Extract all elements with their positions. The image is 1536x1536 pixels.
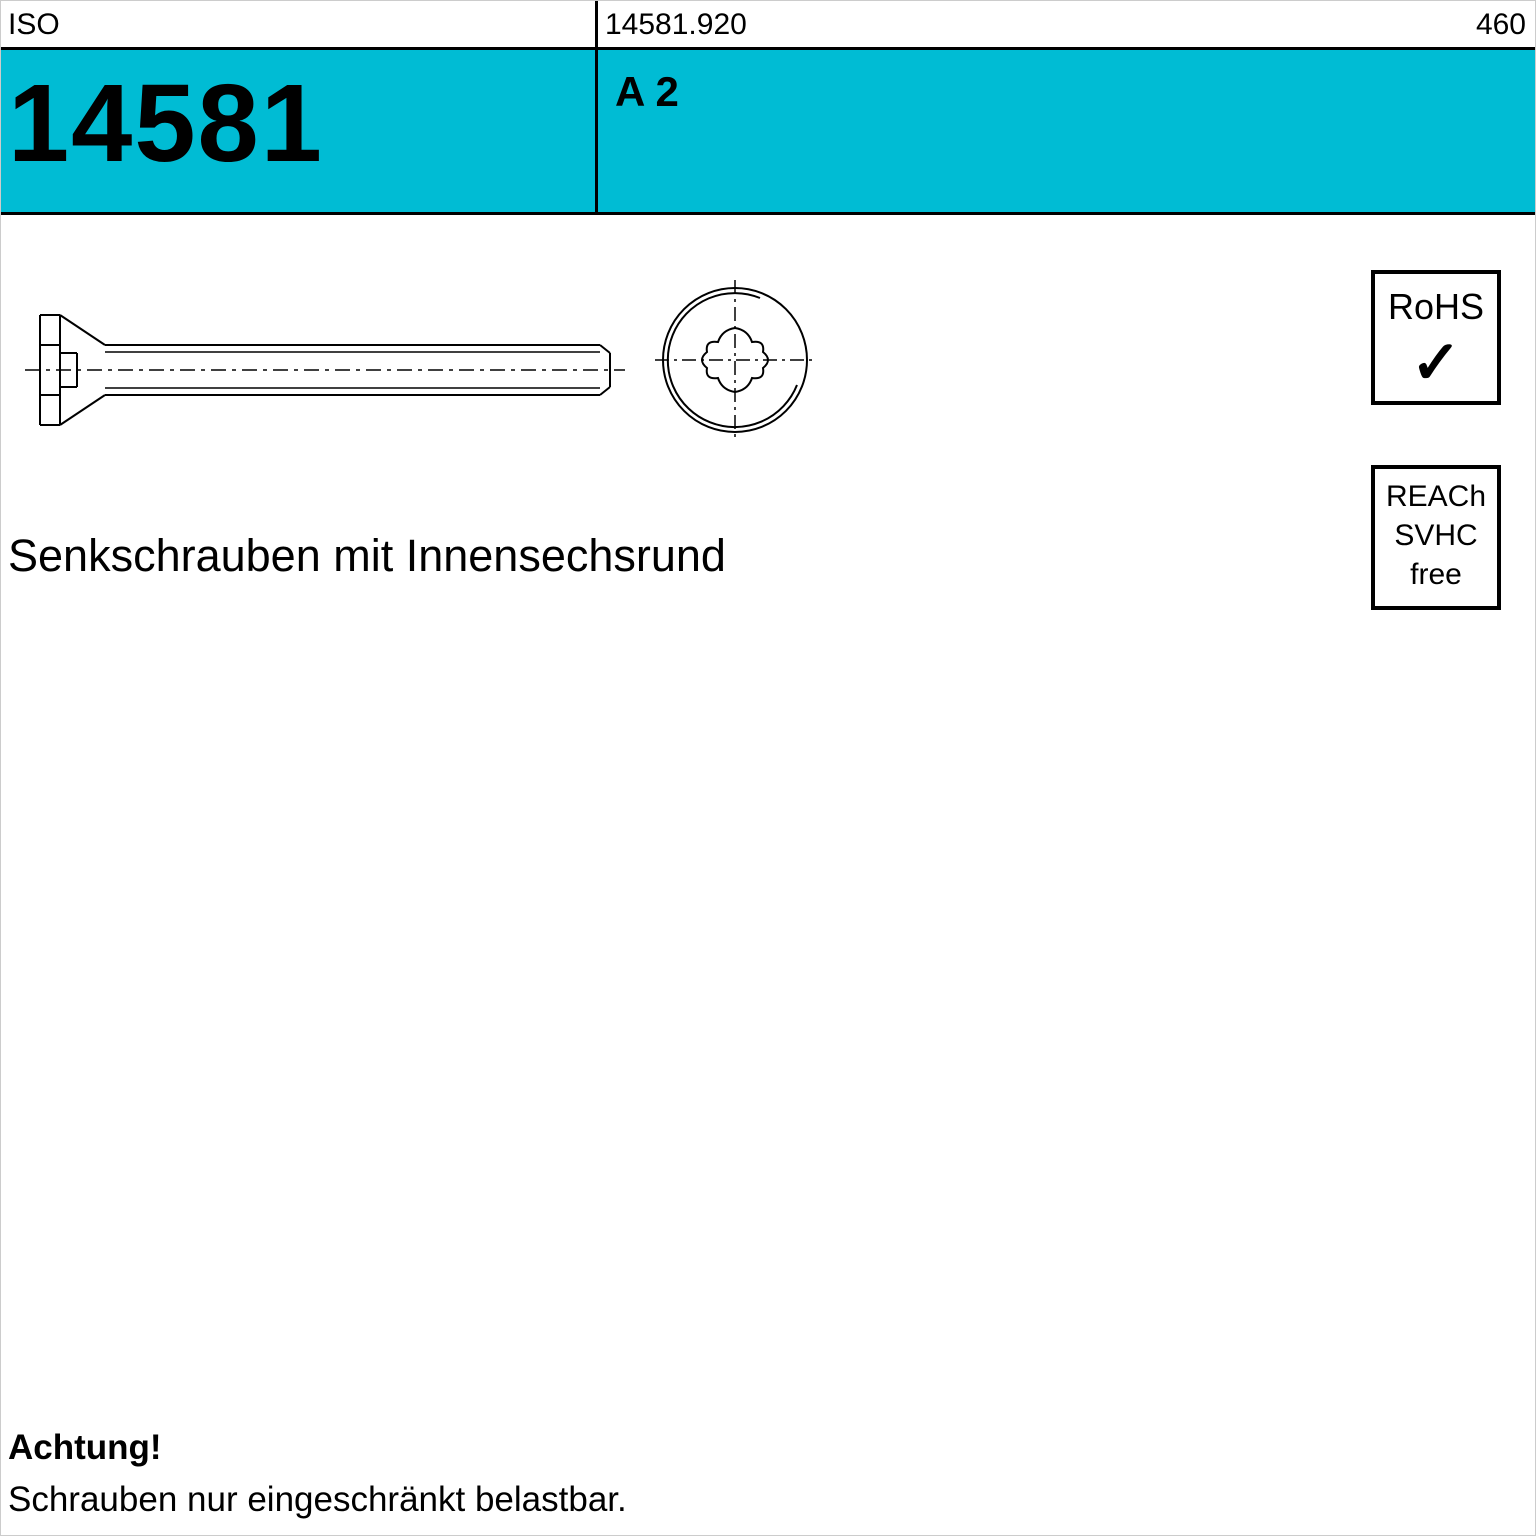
rohs-label: RoHS [1375,286,1497,328]
canvas-border [0,0,1536,1536]
right-code: 460 [1476,8,1526,42]
band-divider [595,50,598,215]
product-code: 14581.920 [605,8,747,42]
rohs-badge: RoHS ✓ [1371,270,1501,405]
torx-front-drawing [655,280,815,440]
header-strip: ISO 14581.920 460 [0,0,1536,50]
screw-side-drawing [25,305,625,435]
product-description: Senkschrauben mit Innensechsrund [8,530,726,582]
warning-body: Schrauben nur eingeschränkt belastbar. [8,1480,627,1520]
reach-line2: SVHC [1375,516,1497,555]
standard-number: 14581 [8,60,324,187]
material-grade: A 2 [615,68,679,116]
title-band: 14581 A 2 [0,50,1536,215]
warning-title: Achtung! [8,1428,162,1468]
diagram-zone [0,260,1536,460]
reach-line1: REACh [1375,477,1497,516]
reach-badge: REACh SVHC free [1371,465,1501,610]
reach-line3: free [1375,555,1497,594]
header-divider [595,0,598,50]
iso-label: ISO [8,8,60,42]
check-icon: ✓ [1375,333,1497,393]
